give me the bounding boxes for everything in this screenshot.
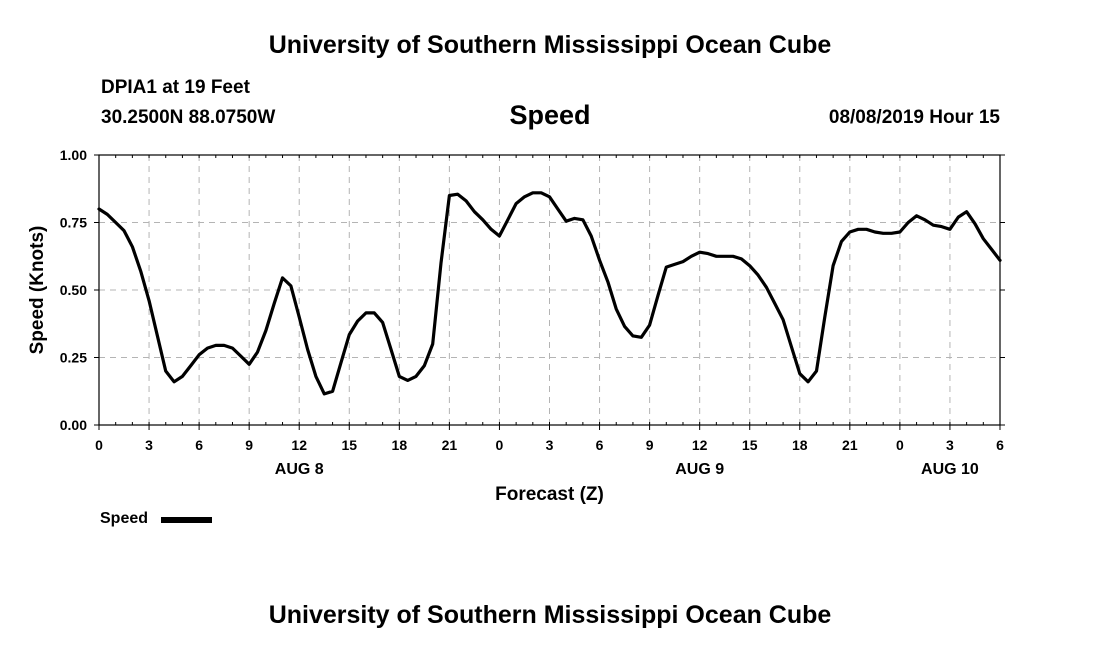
x-tick-label: 3: [946, 437, 954, 453]
x-tick-label: 18: [392, 437, 408, 453]
x-tick-label: 0: [496, 437, 504, 453]
x-axis-label: Forecast (Z): [495, 484, 604, 505]
legend-label: Speed: [100, 510, 149, 527]
timestamp-label: 08/08/2019 Hour 15: [828, 107, 1000, 128]
org-title: University of Southern Mississippi Ocean…: [268, 31, 832, 59]
y-tick-label: 0.00: [60, 417, 87, 433]
x-tick-label: 12: [692, 437, 708, 453]
x-tick-label: 9: [245, 437, 253, 453]
series-line-speed: [97, 191, 1002, 396]
x-tick-label: 15: [742, 437, 758, 453]
x-tick-label: 15: [341, 437, 357, 453]
date-label: AUG 9: [675, 461, 724, 478]
x-tick-label: 6: [596, 437, 604, 453]
date-label: AUG 8: [275, 461, 324, 478]
x-tick-label: 3: [145, 437, 153, 453]
y-tick-label: 0.50: [60, 282, 87, 298]
y-tick-label: 0.75: [60, 215, 87, 231]
y-axis-label: Speed (Knots): [27, 226, 48, 355]
x-tick-label: 9: [646, 437, 654, 453]
x-tick-label: 6: [996, 437, 1004, 453]
chart-title: Speed: [509, 100, 591, 130]
x-tick-label: 21: [842, 437, 858, 453]
x-tick-label: 6: [195, 437, 203, 453]
coordinates-label: 30.2500N 88.0750W: [101, 107, 276, 128]
y-tick-label: 1.00: [60, 147, 87, 163]
x-tick-label: 12: [291, 437, 307, 453]
y-tick-label: 0.25: [60, 350, 87, 366]
x-tick-label: 21: [442, 437, 458, 453]
station-label: DPIA1 at 19 Feet: [101, 77, 250, 98]
footer-title: University of Southern Mississippi Ocean…: [268, 601, 832, 629]
x-tick-label: 18: [792, 437, 808, 453]
x-tick-label: 3: [546, 437, 554, 453]
date-label: AUG 10: [921, 461, 979, 478]
x-tick-label: 0: [896, 437, 904, 453]
legend-swatch: [161, 517, 212, 523]
x-tick-label: 0: [95, 437, 103, 453]
